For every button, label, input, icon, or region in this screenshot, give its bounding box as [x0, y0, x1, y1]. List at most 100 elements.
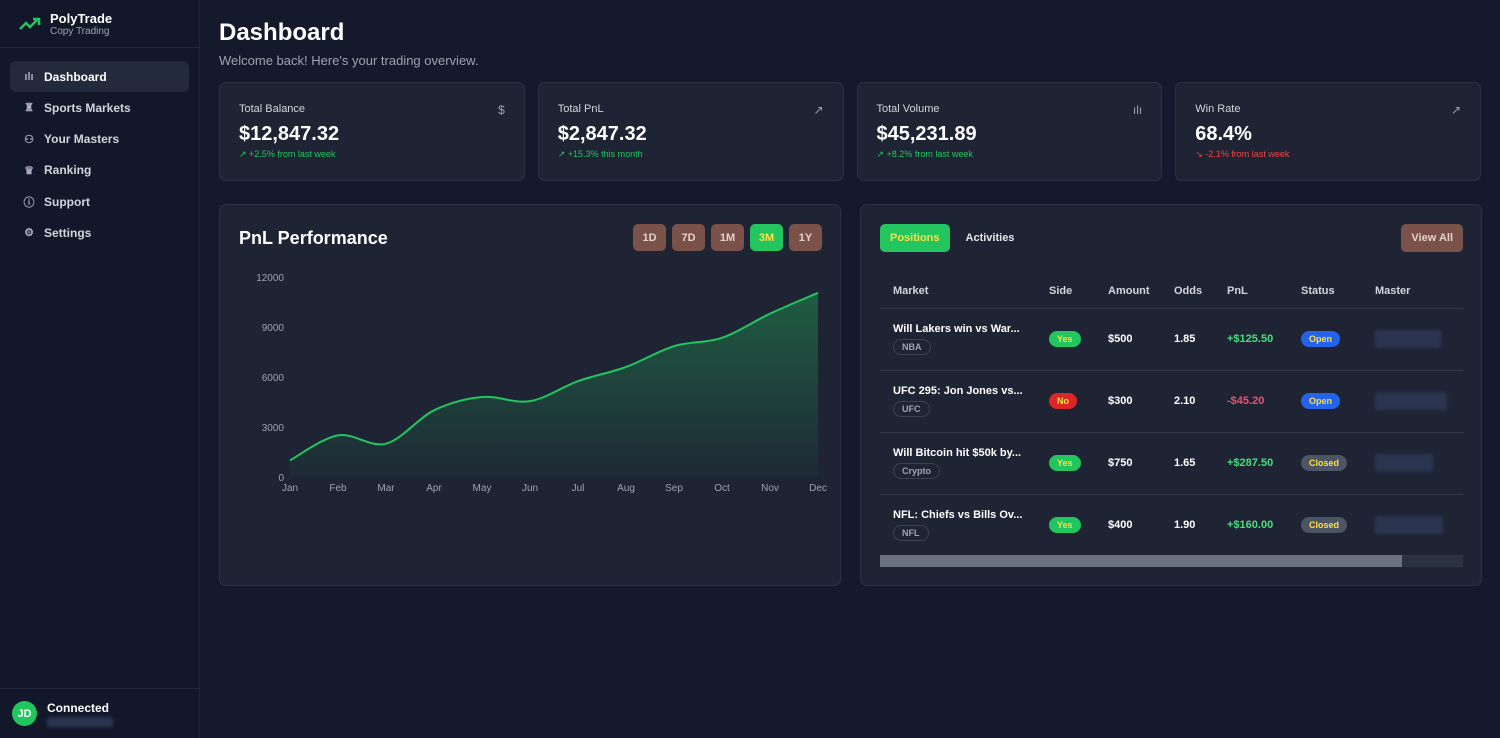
- pnl-value: +$287.50: [1214, 432, 1288, 495]
- sidebar-item-label: Ranking: [44, 163, 92, 178]
- tab-activities[interactable]: Activities: [965, 232, 1015, 244]
- side-badge: No: [1049, 393, 1077, 409]
- master-name-redacted: [1375, 330, 1441, 348]
- sidebar-item-your-masters[interactable]: ⚇ Your Masters: [10, 124, 189, 155]
- x-tick-label: Mar: [377, 483, 395, 494]
- horizontal-scrollbar[interactable]: [880, 555, 1463, 567]
- stat-value: $2,847.32: [557, 123, 647, 145]
- column-header-side: Side: [1036, 275, 1095, 309]
- x-tick-label: Feb: [329, 483, 347, 494]
- range-button-7d[interactable]: 7D: [672, 224, 705, 251]
- range-button-3m[interactable]: 3M: [750, 224, 783, 251]
- x-tick-label: Jun: [522, 483, 538, 494]
- sidebar-item-ranking[interactable]: ♛ Ranking: [10, 155, 189, 186]
- brand[interactable]: PolyTrade Copy Trading: [0, 0, 199, 48]
- range-button-1m[interactable]: 1M: [711, 224, 744, 251]
- pnl-performance-panel: PnL Performance 1D 7D 1M 3M 1Y 0 3000 6000 9000…: [219, 204, 841, 586]
- trophy-icon: ♜: [24, 102, 34, 115]
- stat-card: Total PnL ↗ $2,847.32 ↗ +15.3% this month: [537, 82, 844, 181]
- stat-card: Win Rate ↗ 68.4% ↘ -2.1% from last week: [1175, 82, 1481, 181]
- stat-label: Win Rate: [1195, 103, 1241, 115]
- range-button-1d[interactable]: 1D: [633, 224, 666, 251]
- page-title: Dashboard: [219, 19, 345, 46]
- sidebar-item-settings[interactable]: ⚙ Settings: [10, 217, 189, 248]
- master-name-redacted: [1375, 392, 1447, 410]
- status-badge: Closed: [1301, 517, 1348, 534]
- stat-value: 68.4%: [1195, 123, 1252, 145]
- amount: $400: [1108, 519, 1133, 532]
- category-tag: NBA: [893, 339, 931, 355]
- column-header-pnl: PnL: [1214, 275, 1288, 309]
- y-tick-label: 3000: [262, 423, 285, 434]
- positions-panel: Positions Activities View All Market Side A…: [860, 204, 1482, 586]
- pnl-value: +$160.00: [1227, 519, 1274, 532]
- stat-change: +15.3% this month: [567, 149, 643, 159]
- trending-up-icon: ↗: [1450, 103, 1461, 117]
- view-all-button[interactable]: View All: [1401, 224, 1463, 252]
- sidebar-item-label: Settings: [44, 225, 92, 240]
- pnl-area: [290, 292, 818, 477]
- avatar: JD: [12, 701, 37, 726]
- table-row[interactable]: Will Bitcoin hit $50k by... Crypto Yes $7…: [880, 432, 1463, 495]
- scrollbar-thumb[interactable]: [880, 555, 1402, 567]
- x-tick-label: May: [473, 483, 492, 494]
- y-tick-label: 6000: [262, 373, 285, 384]
- table-row[interactable]: NFL: Chiefs vs Bills Ov... NFL Yes $400 1…: [880, 494, 1463, 556]
- brand-name: PolyTrade: [50, 10, 113, 26]
- help-circle-icon: ⓘ: [23, 196, 35, 209]
- table-row[interactable]: UFC 295: Jon Jones vs... UFC No $300 2.10…: [880, 370, 1463, 433]
- sidebar-item-sports-markets[interactable]: ♜ Sports Markets: [10, 92, 189, 123]
- x-tick-label: Aug: [617, 483, 635, 494]
- stat-change: +2.5% from last week: [249, 149, 336, 159]
- odds: 2.10: [1161, 370, 1214, 433]
- column-header-odds: Odds: [1161, 275, 1214, 309]
- x-tick-label: Sep: [665, 483, 683, 494]
- pnl-line: [289, 291, 819, 462]
- trending-up-icon: ↗: [813, 103, 824, 117]
- odds: 1.85: [1161, 308, 1214, 371]
- stat-card: Total Balance $ $12,847.32 ↗ +2.5% from las…: [219, 82, 525, 181]
- sidebar-item-label: Support: [44, 194, 90, 209]
- table-row[interactable]: Will Lakers win vs War... NBA Yes $500 1.…: [880, 308, 1463, 371]
- trending-up-logo-icon: [19, 17, 41, 30]
- y-tick-label: 0: [278, 473, 284, 484]
- category-tag: UFC: [893, 401, 930, 417]
- wallet-status[interactable]: JD Connected: [0, 688, 200, 738]
- category-tag: Crypto: [893, 463, 940, 479]
- stat-change: +8.2% from last week: [886, 149, 973, 159]
- amount: $500: [1095, 308, 1161, 371]
- sidebar-item-support[interactable]: ⓘ Support: [10, 186, 189, 217]
- side-badge: Yes: [1049, 455, 1081, 471]
- pnl-chart: 0 3000 6000 9000 12000 Jan Feb Mar Apr May Jun Jul A…: [256, 273, 827, 494]
- x-tick-label: Jan: [282, 483, 298, 494]
- market-name: Will Lakers win vs War...: [893, 323, 1020, 335]
- trend-up-icon: ↗: [239, 149, 250, 159]
- status-badge: Closed: [1301, 455, 1348, 471]
- amount: $300: [1095, 370, 1161, 433]
- column-header-master: Master: [1362, 275, 1463, 309]
- users-icon: ⚇: [24, 133, 34, 146]
- range-button-1y[interactable]: 1Y: [789, 224, 822, 251]
- stat-card: Total Volume ılı $45,231.89 ↗ +8.2% from la…: [856, 82, 1163, 181]
- x-tick-label: Dec: [809, 483, 827, 494]
- y-tick-label: 12000: [256, 273, 284, 284]
- stat-change: -2.1% from last week: [1205, 149, 1290, 159]
- amount: $750: [1095, 432, 1161, 495]
- main-content: Dashboard Welcome back! Here's your trad…: [219, 0, 1500, 586]
- dollar-icon: $: [498, 103, 505, 117]
- x-tick-label: Jul: [572, 483, 585, 494]
- column-header-market: Market: [880, 275, 1036, 309]
- sidebar-item-dashboard[interactable]: ılı Dashboard: [10, 61, 189, 92]
- x-tick-label: Oct: [714, 483, 730, 494]
- master-name-redacted: [1375, 454, 1433, 472]
- page-subtitle: Welcome back! Here's your trading overvi…: [219, 53, 479, 68]
- sidebar-item-label: Dashboard: [44, 69, 107, 84]
- master-name-redacted: [1375, 516, 1443, 535]
- stat-value: $45,231.89: [876, 123, 977, 145]
- market-name: Will Bitcoin hit $50k by...: [893, 447, 1022, 459]
- crown-icon: ♛: [24, 164, 34, 177]
- tab-positions[interactable]: Positions: [880, 224, 950, 252]
- status-badge: Open: [1301, 393, 1341, 409]
- status-badge: Open: [1301, 331, 1341, 347]
- stat-label: Total Volume: [876, 103, 940, 115]
